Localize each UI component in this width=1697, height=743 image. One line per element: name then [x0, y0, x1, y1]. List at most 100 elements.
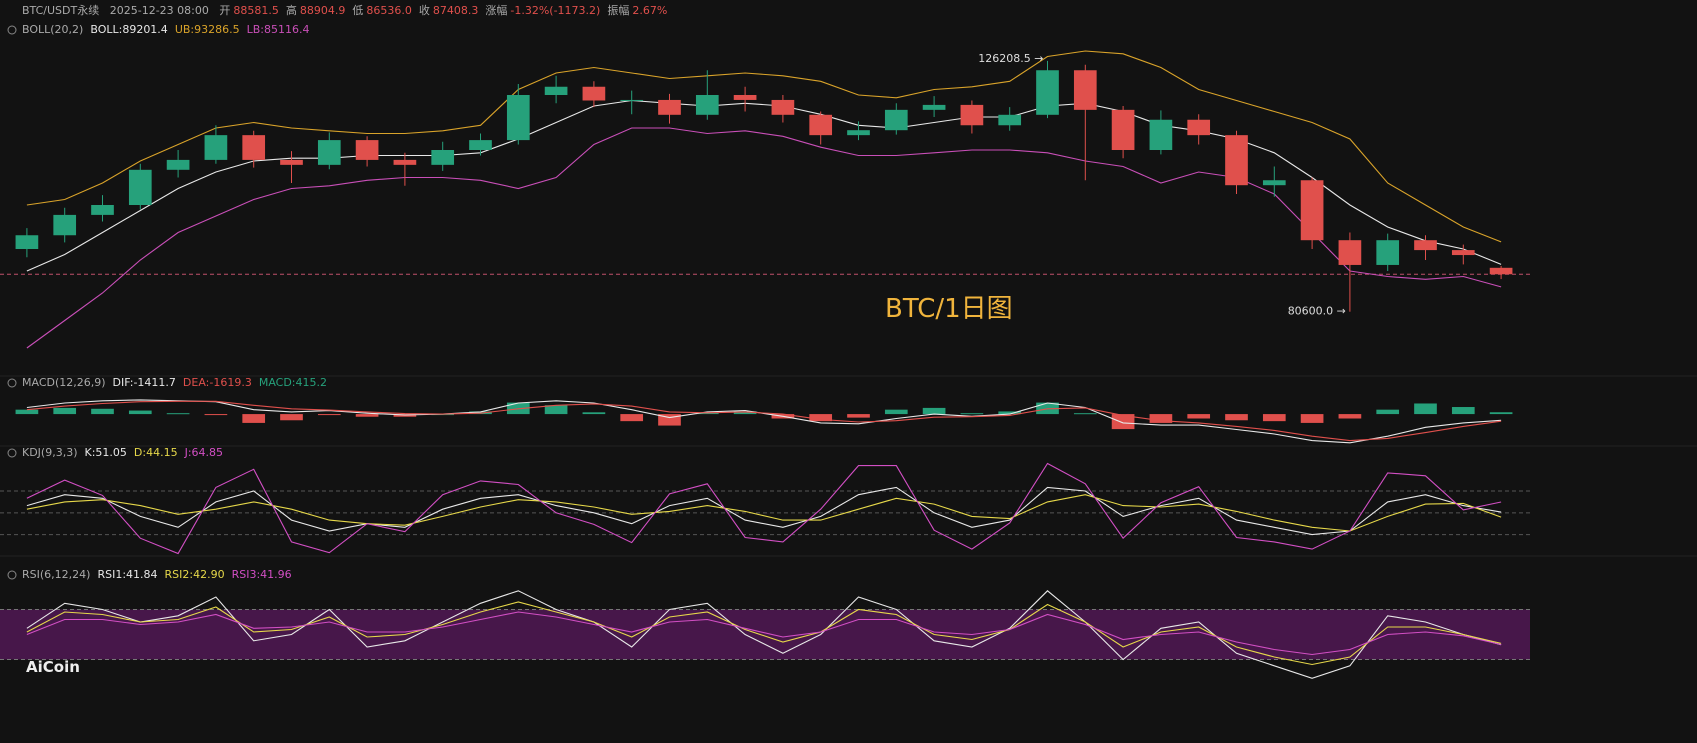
indicator-line [26, 611, 1502, 656]
legend-entry: J:64.85 [184, 446, 224, 459]
field-label: 涨幅 [485, 4, 508, 17]
macd-bar [242, 414, 266, 423]
field-value: 86536.0 [366, 4, 412, 17]
legend: RSI(6,12,24) RSI1:41.84 RSI2:42.90 RSI3:41.… [22, 568, 299, 582]
macd-bar [1300, 414, 1324, 423]
indicator-line [26, 462, 1502, 555]
macd-bar [658, 414, 681, 426]
macd-bar [15, 409, 39, 415]
header: BTC/USDT永续 2025-12-23 08:00 开 88581.5 高 889… [22, 4, 674, 18]
legend-entry: DIF:-1411.7 [112, 376, 176, 389]
candle-body [469, 140, 492, 150]
macd-bar [620, 414, 644, 422]
macd-bar [1376, 409, 1400, 415]
macd-bar [1111, 414, 1135, 430]
candle-body [15, 235, 39, 249]
candle-body [280, 159, 303, 165]
candle-body [544, 86, 568, 95]
macd-bar [884, 409, 908, 415]
legend-entry: LB:85116.4 [246, 23, 310, 36]
candle-body [922, 104, 946, 110]
candle-body [355, 140, 379, 160]
candle-body [1451, 250, 1475, 256]
watermark: BTC/1日图 [885, 294, 1013, 324]
legend-entry: MACD:415.2 [258, 376, 327, 389]
candle-body [847, 130, 870, 136]
macd-bar [166, 413, 190, 415]
indicator-line [26, 400, 1502, 442]
candle-body [809, 114, 833, 136]
macd-bar [960, 413, 984, 415]
macd-bar [1262, 414, 1286, 422]
legend-icon [7, 378, 17, 388]
candle-body [1036, 70, 1059, 115]
macd-bar [1338, 414, 1362, 419]
candle-body [620, 99, 644, 101]
field-label: 振幅 [607, 4, 630, 17]
macd-bar [1149, 414, 1173, 423]
field-value: 2.67% [632, 4, 668, 17]
indicator-line [26, 486, 1502, 536]
candle-body [393, 159, 417, 165]
field-label: 低 [352, 4, 364, 17]
candle-body [960, 104, 984, 126]
candle-body [506, 95, 530, 141]
field-value: 88581.5 [233, 4, 279, 17]
low-label: 80600.0 → [1288, 305, 1346, 318]
candle-body [166, 159, 190, 170]
macd-bar [355, 414, 379, 417]
candle-body [1300, 180, 1324, 241]
legend-entry: DEA:-1619.3 [182, 376, 252, 389]
macd-bar [1187, 414, 1211, 419]
candle-body [1187, 119, 1211, 136]
macd-bar [91, 408, 114, 415]
indicator-line [26, 50, 1502, 243]
macd-bar [317, 414, 341, 416]
candle-body [1225, 135, 1248, 186]
macd-bar [53, 407, 77, 415]
indicator-line [26, 601, 1502, 666]
candle-body [242, 135, 266, 160]
macd-bar [1489, 412, 1513, 415]
candle-body [317, 140, 341, 165]
candle-body [695, 95, 719, 115]
candle-body [733, 95, 757, 100]
candle-body [998, 114, 1022, 126]
legend: MACD(12,26,9) DIF:-1411.7 DEA:-1619.3 MACD:… [22, 376, 334, 390]
legend-entry: UB:93286.5 [174, 23, 240, 36]
high-label: 126208.5 → [978, 52, 1043, 65]
macd-bar [280, 414, 303, 421]
legend-icon [7, 570, 17, 580]
candle-body [884, 109, 908, 131]
pane-title: RSI(6,12,24) [22, 568, 91, 581]
candle-body [1376, 240, 1400, 265]
indicator-line [26, 590, 1502, 679]
candle-body [128, 169, 152, 205]
time: 2025-12-23 08:00 [109, 4, 209, 17]
pane-title: KDJ(9,3,3) [22, 446, 78, 459]
macd-bar [128, 410, 152, 415]
rsi-band [0, 609, 1530, 660]
pane-title: MACD(12,26,9) [22, 376, 106, 389]
legend-entry: RSI2:42.90 [164, 568, 225, 581]
candle-body [1414, 240, 1437, 251]
macd-bar [809, 414, 833, 422]
macd-bar [544, 405, 568, 415]
candle-body [431, 150, 455, 165]
candle-body [91, 205, 114, 215]
macd-bar [582, 412, 606, 415]
field-value: 88904.9 [299, 4, 346, 17]
brand: AiCoin [26, 658, 80, 676]
legend-entry: K:51.05 [84, 446, 127, 459]
macd-bar [1225, 414, 1248, 421]
candle-body [1489, 267, 1513, 275]
indicator-line [26, 99, 1502, 272]
legend: BOLL(20,2) BOLL:89201.4 UB:93286.5 LB:85116… [22, 23, 316, 37]
macd-bar [1414, 403, 1437, 415]
indicator-line [26, 127, 1502, 349]
macd-bar [847, 414, 870, 418]
candle-body [582, 86, 606, 101]
macd-bar [1073, 413, 1097, 415]
